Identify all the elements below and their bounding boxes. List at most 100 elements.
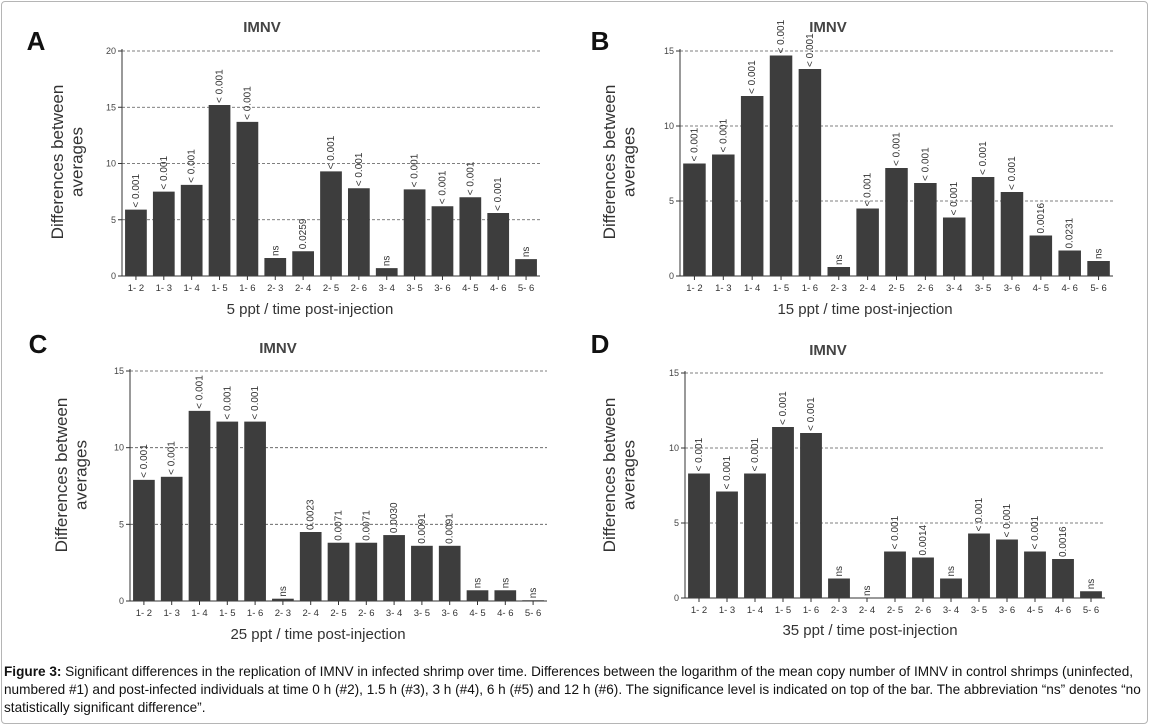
significance-label: ns [521,247,532,258]
category-label: 1- 6 [239,283,255,294]
bar [160,476,183,601]
significance-label: ns [834,566,845,577]
significance-label: < 0.001 [465,161,476,195]
bar [327,542,350,601]
caption-text: Significant differences in the replicati… [4,664,1141,715]
significance-label: < 0.001 [694,437,705,471]
bar [515,259,537,276]
category-label: 1- 5 [775,605,791,616]
significance-label: < 0.001 [1007,156,1018,190]
bar [1080,591,1102,598]
category-label: 1- 2 [686,283,702,294]
y-tick-label: 0 [674,593,679,603]
category-label: 3- 6 [442,608,458,619]
category-label: 3- 5 [414,608,430,619]
significance-label: 0.0014 [918,524,929,555]
bar [411,545,433,601]
category-label: 4- 6 [497,608,513,619]
category-label: 4- 6 [490,283,506,294]
bar [1029,235,1053,276]
significance-label: < 0.001 [410,153,421,187]
significance-label: < 0.001 [890,515,901,549]
bar [914,183,937,276]
category-label: 3- 4 [386,608,402,619]
significance-label: < 0.001 [326,135,337,169]
bar [494,590,517,601]
category-label: 3- 5 [971,605,987,616]
category-label: 2- 3 [267,283,283,294]
significance-label: 0.0231 [1065,217,1076,248]
significance-label: < 0.001 [222,386,233,420]
category-label: 1- 2 [136,608,152,619]
bar [716,491,738,598]
category-label: 5- 6 [1090,283,1106,294]
category-label: 1- 4 [191,608,207,619]
significance-label: < 0.001 [892,132,903,166]
bar [375,268,398,276]
bar [772,427,794,598]
significance-label: 0.0091 [445,513,456,544]
significance-label: ns [500,578,511,589]
significance-label: ns [946,566,957,577]
bar [272,598,294,601]
category-label: 2- 6 [358,608,374,619]
bar [996,539,1018,598]
x-axis-label: 25 ppt / time post-injection [230,626,405,643]
category-label: 1- 2 [128,283,144,294]
category-label: 4- 5 [462,283,478,294]
caption-label: Figure 3: [4,664,62,679]
chart-panel-c: C IMNV 0 5 10 15 1- 2 < 0.001 1- 3 < 0.001 1- 4 < 0… [29,329,547,643]
y-tick-label: 15 [669,368,679,378]
significance-label: 0.0016 [1036,202,1047,233]
significance-label: < 0.001 [1030,515,1041,549]
bar [264,258,287,276]
category-label: 2- 4 [295,283,311,294]
chart-panel-a: A IMNV 0 5 10 15 20 1- 2 < 0.001 1- 3 < 0.001 1- 4 <… [27,19,540,318]
bar [180,184,203,276]
y-tick-label: 5 [119,519,124,529]
category-label: 4- 6 [1055,605,1071,616]
bar [971,177,995,276]
bar [942,217,966,276]
category-label: 3- 6 [434,283,450,294]
significance-label: ns [382,256,393,267]
bar [299,532,322,601]
significance-label: 0.0030 [389,502,400,533]
y-axis-label: Differences betweenaverages [600,398,639,553]
significance-label: ns [1094,248,1105,259]
y-tick-label: 20 [106,46,116,56]
y-axis-label: Differences betweenaverages [600,85,639,240]
category-label: 3- 6 [999,605,1015,616]
category-label: 2- 3 [831,283,847,294]
significance-label: < 0.001 [250,386,261,420]
significance-label: < 0.001 [215,69,226,103]
y-tick-label: 5 [674,518,679,528]
bar [828,578,850,598]
significance-label: < 0.001 [159,156,170,190]
significance-label: ns [270,245,281,256]
bar [912,557,934,598]
category-label: 1- 5 [219,608,235,619]
category-label: 1- 6 [247,608,263,619]
bar [1058,250,1081,276]
bar [712,154,735,276]
bar [188,410,211,601]
bar [152,191,175,276]
y-tick-label: 5 [669,196,674,206]
y-axis-label: Differences betweenaverages [52,398,91,553]
significance-label: 0.0091 [417,513,428,544]
significance-label: < 0.001 [750,437,761,471]
category-label: 1- 3 [156,283,172,294]
y-axis-label: Differences betweenaverages [48,85,87,240]
significance-label: < 0.001 [1002,503,1013,537]
chart-title: IMNV [809,19,847,36]
category-label: 2- 5 [323,283,339,294]
category-label: 2- 5 [888,283,904,294]
significance-label: < 0.001 [974,497,985,531]
category-label: 5- 6 [518,283,534,294]
panel-letter: A [27,26,46,56]
significance-label: < 0.001 [354,152,365,186]
significance-label: 0.0259 [298,218,309,249]
category-label: 1- 6 [803,605,819,616]
category-label: 2- 6 [351,283,367,294]
